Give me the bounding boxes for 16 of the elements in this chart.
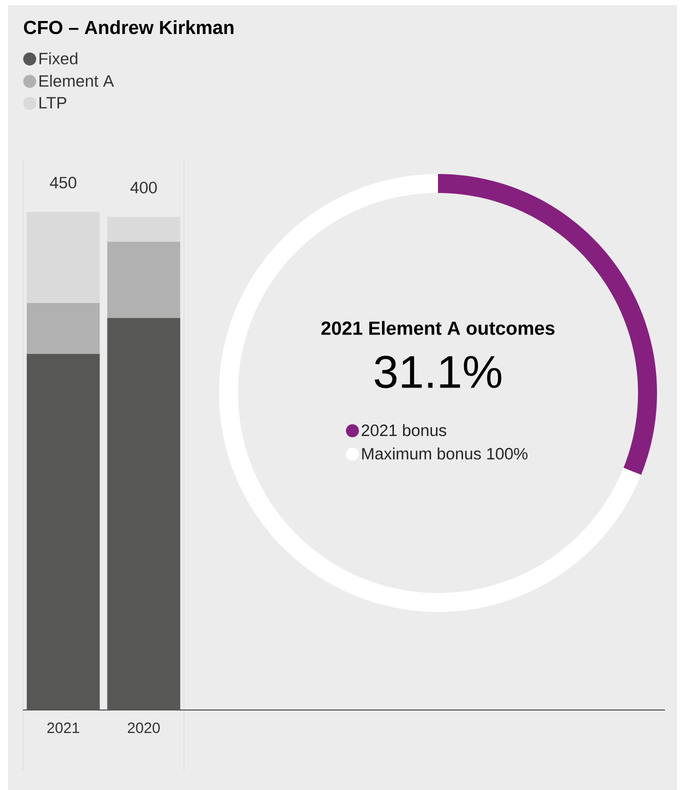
bar bbox=[26, 212, 100, 304]
annotation: 450 bbox=[50, 176, 76, 188]
legend-label: Fixed bbox=[40, 52, 78, 64]
text: 2021 Element A outcomes bbox=[321, 320, 554, 335]
text: 31.1% bbox=[374, 356, 502, 388]
legend-label: Element A bbox=[40, 74, 114, 87]
bar bbox=[26, 303, 100, 354]
chart-title: CFO – Andrew Kirkman bbox=[24, 20, 234, 34]
legend-label: Maximum bonus 100% bbox=[362, 447, 528, 460]
x-tick-label: 2020 bbox=[128, 722, 160, 734]
bar bbox=[107, 242, 180, 318]
annotation: 400 bbox=[130, 182, 157, 194]
legend-label: 2021 bonus bbox=[362, 424, 446, 436]
bar bbox=[107, 216, 180, 242]
x-tick-label: 2021 bbox=[47, 722, 80, 734]
legend-label: LTP bbox=[40, 97, 66, 108]
